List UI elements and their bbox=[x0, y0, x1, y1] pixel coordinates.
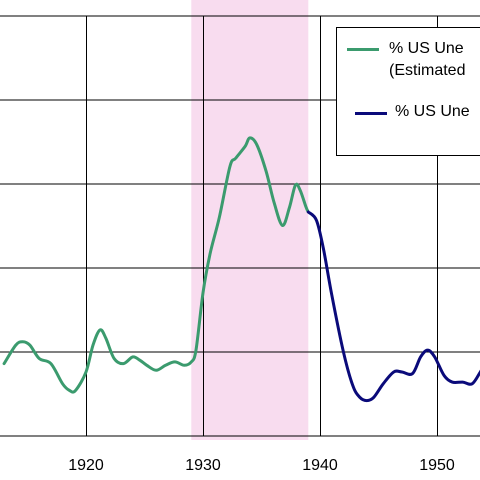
legend-label-estimated-line1: % US Une bbox=[389, 40, 464, 57]
legend-label-estimated-line2: (Estimated bbox=[389, 62, 466, 79]
x-tick-label-1940: 1940 bbox=[302, 457, 338, 474]
legend-entry-estimated: % US Une (Estimated bbox=[337, 38, 480, 82]
x-tick-label-1930: 1930 bbox=[185, 457, 221, 474]
shading-layer bbox=[191, 0, 309, 440]
legend: % US Une (Estimated % US Une bbox=[336, 27, 480, 156]
shaded-region bbox=[191, 0, 309, 440]
x-tick-label-1920: 1920 bbox=[68, 457, 104, 474]
legend-line-estimated bbox=[347, 48, 379, 51]
series-layer bbox=[2, 136, 480, 403]
series-line-official bbox=[306, 210, 480, 403]
x-axis-tick-labels: 1920 1930 1940 1950 bbox=[68, 457, 455, 474]
series-line-estimated bbox=[2, 136, 310, 394]
x-tick-label-1950: 1950 bbox=[419, 457, 455, 474]
legend-line-official bbox=[355, 112, 387, 115]
legend-label-official: % US Une bbox=[395, 103, 470, 120]
legend-entry-official: % US Une bbox=[337, 100, 480, 122]
